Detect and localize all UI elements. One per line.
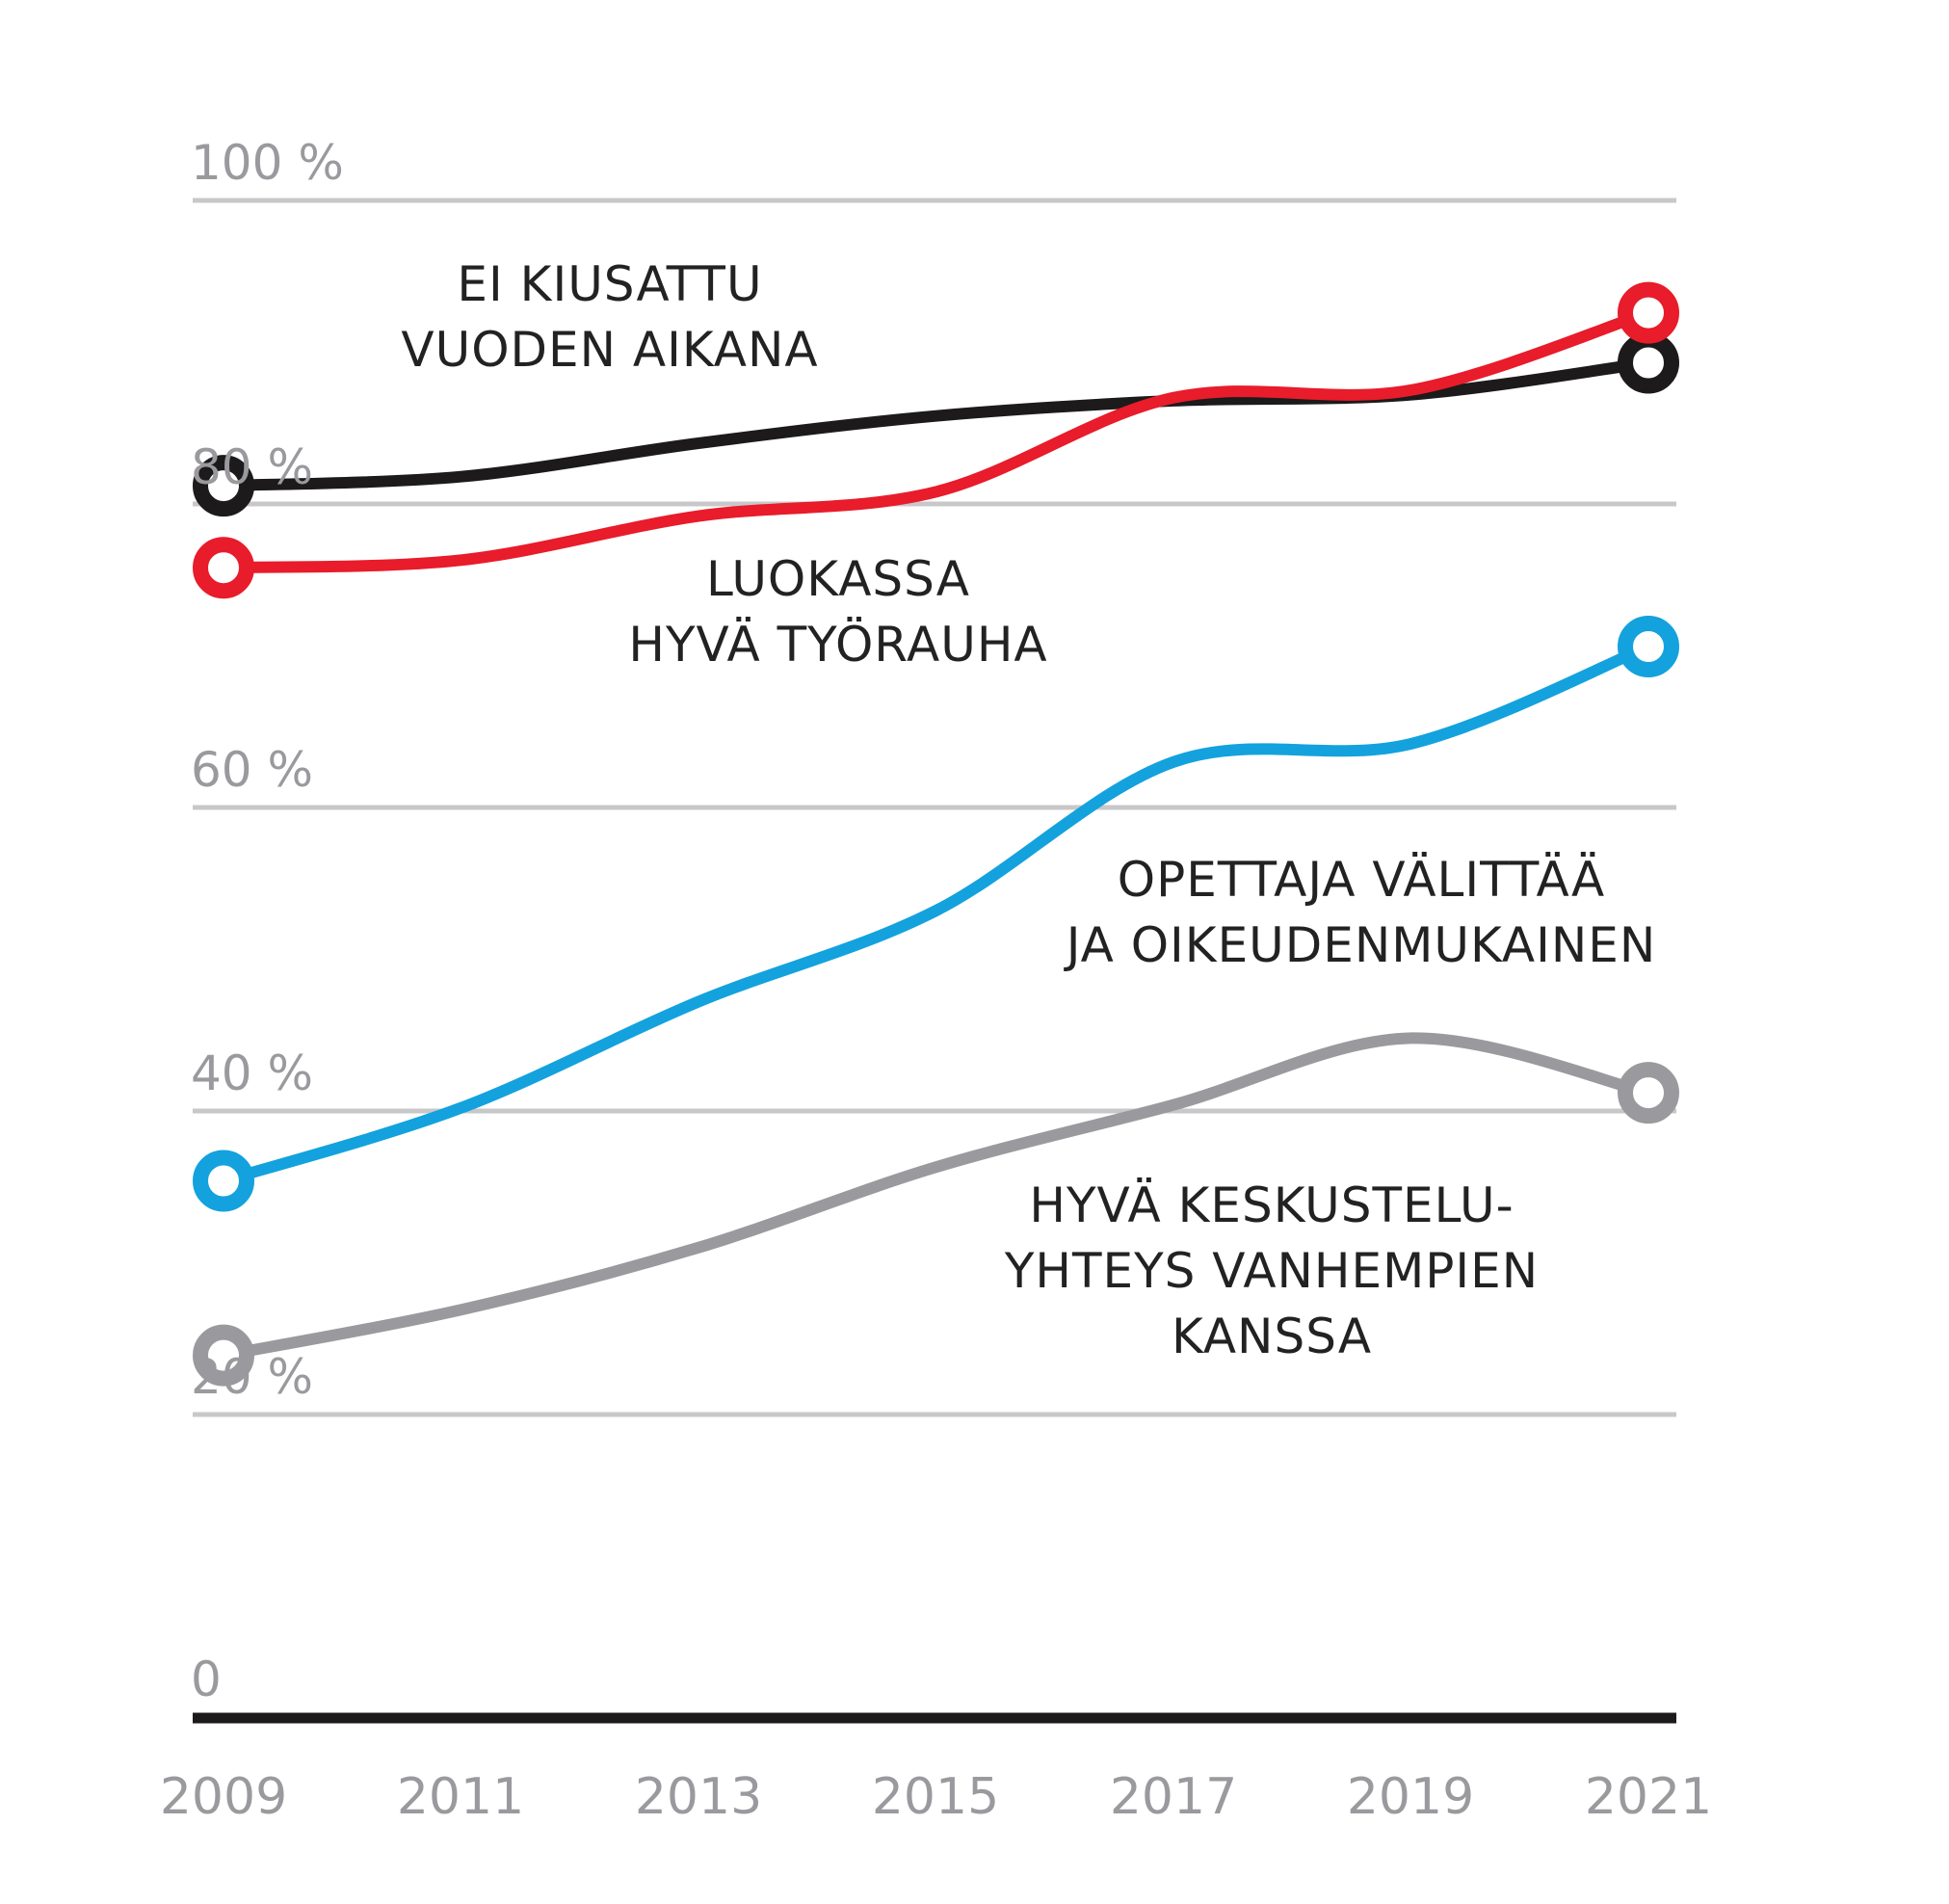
series-label-parents-line2: YHTEYS VANHEMPIEN [1004, 1243, 1539, 1299]
series-label-parents-line1: HYVÄ KESKUSTELU- [1029, 1177, 1514, 1233]
series-line-parents [218, 1032, 1654, 1362]
y-tick-label-40: 40 % [191, 1045, 313, 1101]
series-marker-teacher-2009 [193, 1150, 254, 1212]
series-line-workpeace [218, 306, 1654, 574]
y-tick-label-20: 20 % [191, 1349, 313, 1405]
series-label-bullying-line2: VUODEN AIKANA [401, 322, 818, 378]
y-tick-label-60: 60 % [191, 742, 313, 798]
x-tick-label-2011: 2011 [397, 1768, 524, 1826]
series-marker-workpeace-2021 [1618, 281, 1679, 344]
series-label-parents-line3: KANSSA [1172, 1309, 1372, 1364]
series-label-bullying-line1: EI KIUSATTU [457, 256, 762, 312]
series-marker-bullying-2009 [193, 455, 254, 517]
x-axis-labels: 2009 2011 2013 2015 2017 2019 2021 [160, 1768, 1712, 1826]
y-tick-label-0: 0 [191, 1652, 222, 1707]
series-marker-parents-2009 [193, 1324, 254, 1387]
series-label-workpeace-line2: HYVÄ TYÖRAUHA [628, 617, 1047, 673]
x-tick-label-2015: 2015 [872, 1768, 999, 1826]
series-label-workpeace-line1: LUOKASSA [706, 551, 970, 607]
x-tick-label-2019: 2019 [1347, 1768, 1474, 1826]
y-axis-labels: 100 % 80 % 60 % 40 % 20 % 0 [191, 135, 344, 1707]
series-marker-bullying-2021 [1618, 331, 1679, 394]
series-label-teacher-line1: OPETTAJA VÄLITTÄÄ [1118, 852, 1606, 908]
series-line-teacher [218, 641, 1654, 1187]
series-labels: EI KIUSATTU VUODEN AIKANA LUOKASSA HYVÄ … [401, 256, 1657, 1364]
series-marker-parents-2021 [1618, 1062, 1679, 1124]
series-marker-teacher-2021 [1618, 616, 1679, 677]
x-tick-label-2013: 2013 [635, 1768, 762, 1826]
y-tick-label-100: 100 % [191, 135, 344, 191]
x-tick-label-2017: 2017 [1110, 1768, 1237, 1826]
x-tick-label-2021: 2021 [1585, 1768, 1712, 1826]
series-lines [193, 281, 1679, 1387]
series-marker-workpeace-2009 [193, 537, 254, 599]
x-tick-label-2009: 2009 [160, 1768, 287, 1826]
series-label-teacher-line2: JA OIKEUDENMUKAINEN [1064, 917, 1657, 973]
y-tick-label-80: 80 % [191, 439, 313, 495]
